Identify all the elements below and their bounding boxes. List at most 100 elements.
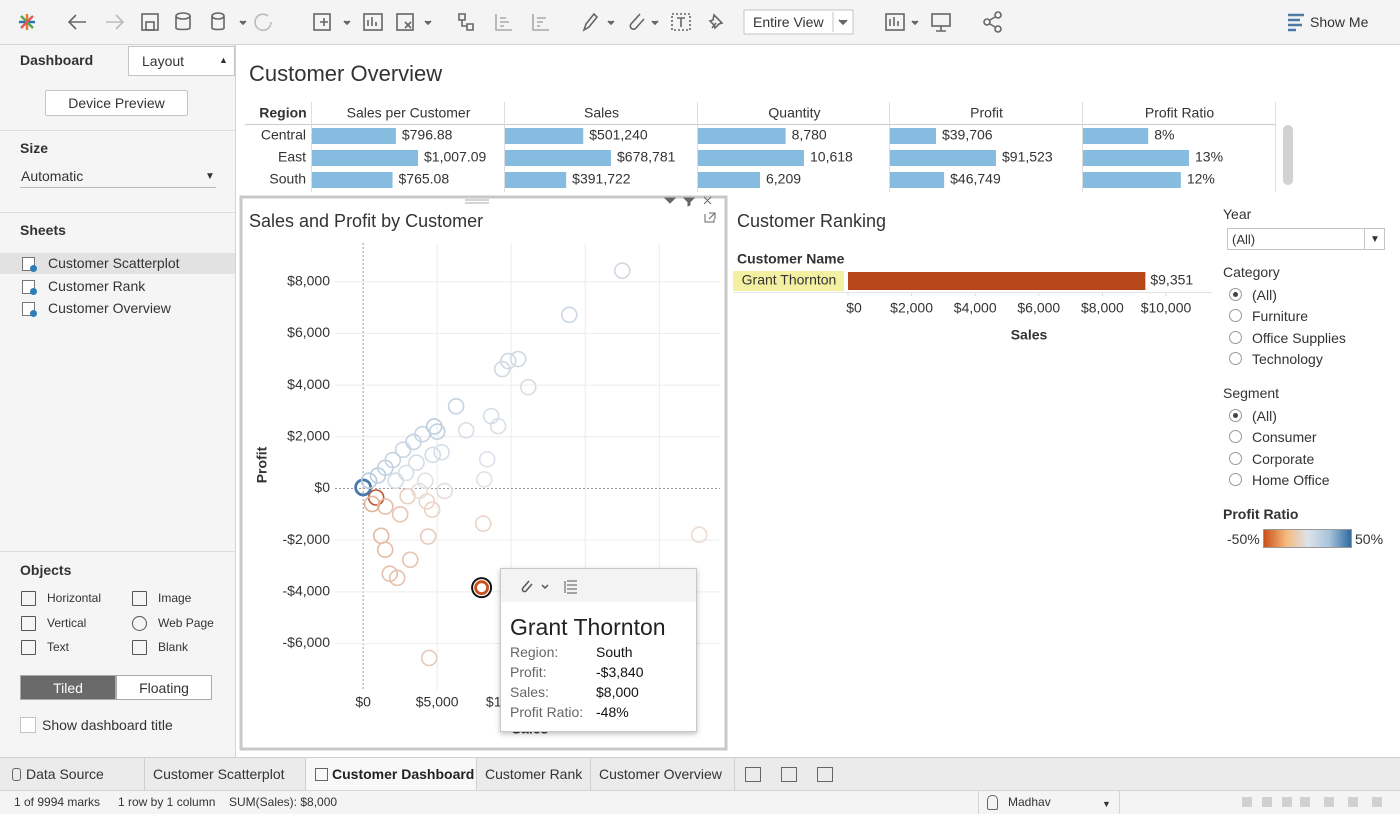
object-item[interactable]: Text — [47, 640, 70, 654]
scatter-point — [369, 467, 387, 484]
status-control[interactable] — [1348, 797, 1358, 807]
status-control[interactable] — [1300, 797, 1310, 807]
new-sheet-icon[interactable] — [817, 767, 833, 782]
radio[interactable] — [1229, 309, 1242, 323]
side-panel-bg — [0, 45, 235, 757]
radio[interactable] — [1229, 430, 1242, 444]
new-sheet-icon[interactable] — [745, 767, 761, 782]
new-sheet-icon[interactable] — [781, 767, 797, 782]
radio[interactable] — [1229, 472, 1242, 486]
scatter-point — [417, 472, 434, 490]
legend-title: Profit Ratio — [1223, 506, 1299, 522]
status-control[interactable] — [1372, 797, 1382, 807]
checkbox-label[interactable]: Show dashboard title — [42, 717, 173, 733]
tooltip-icons[interactable] — [501, 569, 581, 602]
scatter-point — [401, 551, 419, 569]
scatter-point — [387, 472, 405, 490]
toolbar-bg — [0, 0, 1400, 44]
radio[interactable] — [1229, 330, 1242, 344]
sheet-tab[interactable]: Customer Rank — [477, 758, 591, 790]
sheet-tab[interactable]: Customer Scatterplot — [145, 758, 306, 790]
category-highlight — [733, 271, 844, 291]
table-bar — [698, 128, 786, 144]
sheet-tab[interactable]: Data Source — [0, 758, 145, 790]
status-control[interactable] — [1282, 797, 1292, 807]
radio[interactable] — [1229, 351, 1242, 365]
object-item[interactable]: Vertical — [47, 615, 87, 630]
legend-max: 50% — [1355, 531, 1384, 547]
radio-label[interactable]: Consumer — [1252, 429, 1317, 446]
sheet-item[interactable]: Customer Rank — [48, 277, 146, 294]
filter-title: Year — [1223, 206, 1252, 222]
radio-label[interactable]: (All) — [1252, 287, 1277, 303]
radio[interactable] — [1229, 451, 1242, 465]
user-area[interactable] — [978, 791, 1120, 814]
layout-tab[interactable]: Layout ▲ — [128, 46, 235, 76]
status-control[interactable] — [1262, 797, 1272, 807]
radio-label[interactable]: Furniture — [1252, 308, 1309, 325]
user-arrow[interactable]: ▼ — [1102, 799, 1111, 809]
sheet-tab-label[interactable]: Customer Scatterplot — [153, 766, 285, 782]
table-value: $391,722 — [572, 171, 631, 187]
dropdown-value[interactable]: (All) — [1232, 232, 1256, 247]
radio-label[interactable]: Technology — [1252, 350, 1323, 367]
drag-handle[interactable] — [465, 199, 489, 204]
radio-label[interactable]: Corporate — [1252, 450, 1315, 467]
radio-label[interactable]: Home Office — [1252, 471, 1330, 488]
view-mode[interactable]: Entire View — [753, 14, 824, 30]
scatter-point — [457, 422, 475, 439]
sheet-controls[interactable] — [663, 196, 712, 207]
sheet-tab[interactable]: Customer Overview — [591, 758, 735, 790]
year-dropdown[interactable]: (All) ▼ — [1227, 228, 1385, 250]
scrollbar[interactable] — [1283, 125, 1293, 185]
sheet-item[interactable]: Customer Overview — [48, 300, 171, 316]
ranking-value: $9,351 — [1150, 272, 1193, 288]
object-item[interactable]: Image — [158, 591, 192, 605]
table-bar — [890, 128, 936, 144]
mode-label[interactable]: Floating — [139, 680, 189, 696]
radio-label[interactable]: Office Supplies — [1252, 329, 1346, 346]
select-arrow[interactable]: ▼ — [205, 171, 215, 182]
button-label[interactable]: Device Preview — [68, 95, 165, 111]
object-item[interactable]: Blank — [158, 640, 189, 654]
status-control[interactable] — [1324, 797, 1334, 807]
sheet-badge — [30, 265, 37, 272]
radio-dot[interactable] — [1233, 292, 1238, 297]
mode-button[interactable]: Floating — [116, 675, 212, 700]
sheet-item[interactable]: Customer Scatterplot — [48, 255, 180, 271]
panel-tab[interactable]: Dashboard — [20, 52, 94, 68]
user-name[interactable]: Madhav — [1008, 795, 1051, 809]
object-item[interactable]: Horizontal — [47, 591, 102, 605]
sheet-tab[interactable]: Customer Dashboard — [306, 758, 477, 790]
table-value: $1,007.09 — [424, 149, 486, 165]
size-select[interactable]: Automatic — [21, 168, 84, 184]
section-title: Sheets — [20, 222, 66, 238]
status-control[interactable] — [1242, 797, 1252, 807]
show-me[interactable]: Show Me — [1310, 14, 1369, 30]
dropdown-arrow[interactable]: ▼ — [1370, 234, 1380, 245]
radio-label[interactable]: (All) — [1252, 408, 1277, 424]
panel-tab[interactable]: Layout — [142, 53, 185, 69]
object-item[interactable]: Web Page — [158, 615, 214, 630]
checkbox[interactable] — [20, 717, 36, 733]
table-value: 13% — [1195, 149, 1223, 165]
object-icon — [132, 591, 147, 606]
table-bar — [698, 172, 760, 188]
sheet-tab-label[interactable]: Customer Rank — [485, 766, 583, 782]
mode-button[interactable]: Tiled — [20, 675, 116, 700]
scatter-point — [424, 446, 442, 464]
mode-label[interactable]: Tiled — [53, 680, 83, 696]
popout-icon[interactable] — [704, 212, 716, 223]
sheet-tab-label[interactable]: Customer Overview — [599, 766, 722, 782]
scatter-point — [411, 482, 428, 500]
sheet-tab-label[interactable]: Customer Dashboard — [332, 766, 475, 782]
row-label: Central — [261, 127, 306, 143]
device-preview-button[interactable]: Device Preview — [45, 90, 188, 116]
y-tick-label: $6,000 — [287, 324, 330, 340]
sheet-tab-label[interactable]: Data Source — [26, 766, 104, 782]
radio-dot[interactable] — [1233, 413, 1238, 418]
object-icon — [132, 640, 147, 655]
toolbar-icons[interactable] — [19, 9, 1304, 35]
column-header: Sales per Customer — [347, 105, 471, 121]
